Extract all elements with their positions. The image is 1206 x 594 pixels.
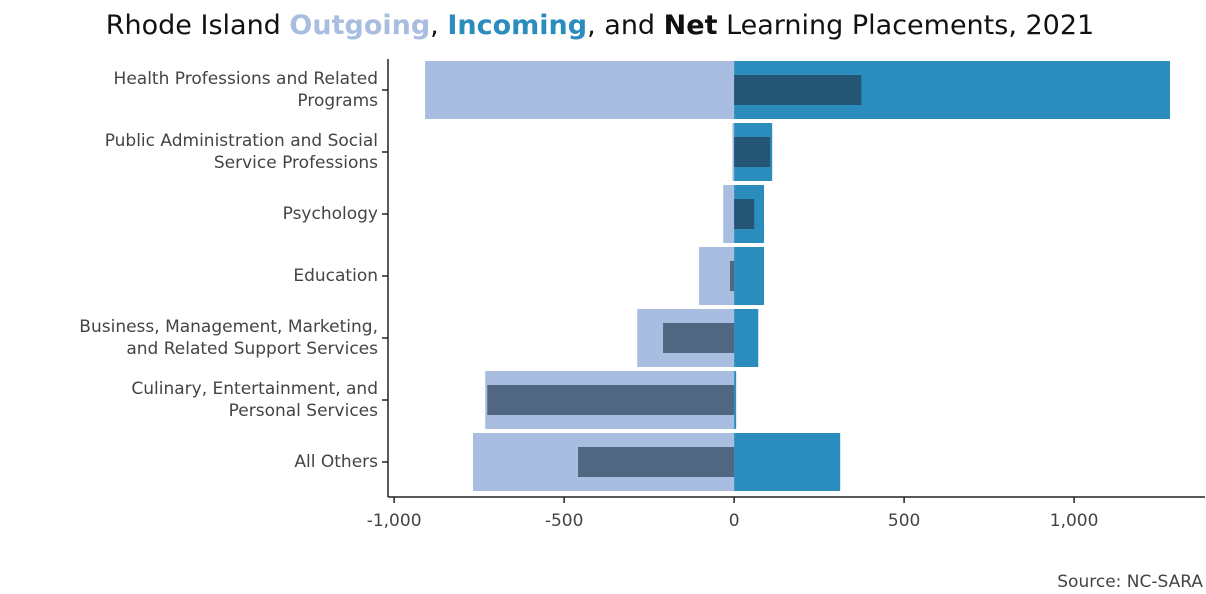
title-text: , and <box>587 10 664 41</box>
y-tick-label: Business, Management, Marketing, <box>79 317 378 337</box>
y-tick-label: Programs <box>297 91 378 111</box>
bar <box>730 261 735 291</box>
bar <box>734 247 765 305</box>
bar <box>734 371 737 429</box>
bar <box>734 433 841 491</box>
y-tick-label: Public Administration and Social <box>105 131 378 151</box>
y-tick-label: Psychology <box>283 204 378 224</box>
y-tick-label: All Others <box>294 452 378 472</box>
y-tick-label: Education <box>293 266 378 286</box>
x-tick-label: 500 <box>888 511 920 531</box>
chart-title: Rhode Island Outgoing, Incoming, and Net… <box>106 10 1094 41</box>
bar <box>425 61 735 119</box>
y-tick-label: Culinary, Entertainment, and <box>131 379 378 399</box>
source: Source: NC-SARA <box>1057 572 1203 592</box>
bar <box>734 137 771 167</box>
bar <box>663 323 735 353</box>
title-text: Rhode Island <box>106 10 290 41</box>
bar <box>578 447 735 477</box>
title-text: Learning Placements, 2021 <box>717 10 1094 41</box>
bar <box>734 309 759 367</box>
x-tick-label: 1,000 <box>1050 511 1099 531</box>
legend-entry: Net <box>664 10 718 41</box>
bar <box>723 185 735 243</box>
y-tick-label: Service Professions <box>214 153 378 173</box>
bar <box>732 123 735 181</box>
bar <box>699 247 735 305</box>
title-text: , <box>430 10 447 41</box>
x-tick-label: 0 <box>729 511 740 531</box>
bar <box>734 75 862 105</box>
legend-entry: Incoming <box>447 10 587 41</box>
x-tick-label: -1,000 <box>367 511 422 531</box>
y-tick-label: and Related Support Services <box>126 339 378 359</box>
bar <box>734 199 755 229</box>
x-tick-label: -500 <box>545 511 584 531</box>
legend-entry: Outgoing <box>289 10 430 41</box>
y-tick-label: Health Professions and Related <box>114 69 378 89</box>
y-tick-label: Personal Services <box>229 401 378 421</box>
bar <box>487 385 735 415</box>
